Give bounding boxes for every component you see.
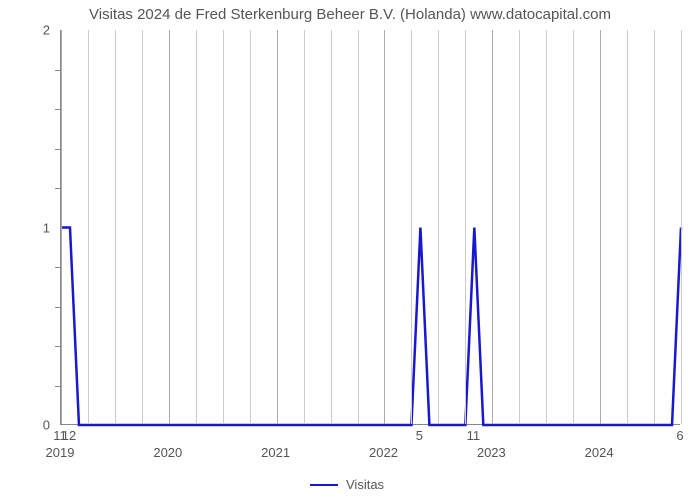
gridline-vertical [438,30,439,424]
gridline-vertical [250,30,251,424]
gridline-vertical [142,30,143,424]
gridline-vertical [88,30,89,424]
gridline-vertical [627,30,628,424]
gridline-vertical [277,30,278,424]
gridline-vertical [61,30,62,424]
gridline-vertical [600,30,601,424]
xtick-label: 2022 [369,445,398,460]
gridline-vertical [654,30,655,424]
chart-title: Visitas 2024 de Fred Sterkenburg Beheer … [0,6,700,23]
gridline-vertical [115,30,116,424]
gridline-vertical [546,30,547,424]
xtick-label: 2024 [585,445,614,460]
point-label: 6 [676,428,683,443]
ytick-minor [55,346,61,347]
gridline-vertical [519,30,520,424]
point-label: 11 [467,428,481,443]
xtick-label: 2019 [46,445,75,460]
legend-swatch [310,484,338,486]
ytick-label: 1 [0,220,50,235]
ytick-minor [55,188,61,189]
gridline-vertical [411,30,412,424]
ytick-minor [55,70,61,71]
ytick-label: 0 [0,418,50,433]
gridline-vertical [196,30,197,424]
plot-area [60,30,680,425]
point-label: 12 [62,428,76,443]
gridline-vertical [492,30,493,424]
gridline-vertical [358,30,359,424]
ytick-minor [55,109,61,110]
gridline-vertical [331,30,332,424]
xtick-label: 2023 [477,445,506,460]
ytick-minor [55,267,61,268]
ytick-label: 2 [0,23,50,38]
ytick-minor [55,386,61,387]
gridline-vertical [384,30,385,424]
ytick-minor [55,307,61,308]
gridline-vertical [304,30,305,424]
gridline-vertical [573,30,574,424]
xtick-label: 2021 [261,445,290,460]
line-series [61,30,681,425]
ytick-minor [55,149,61,150]
point-label: 5 [416,428,423,443]
gridline-vertical [169,30,170,424]
chart-container: Visitas 2024 de Fred Sterkenburg Beheer … [0,0,700,500]
legend-label: Visitas [346,477,384,492]
legend: Visitas [310,477,384,492]
gridline-vertical [681,30,682,424]
gridline-vertical [465,30,466,424]
xtick-label: 2020 [153,445,182,460]
gridline-vertical [223,30,224,424]
